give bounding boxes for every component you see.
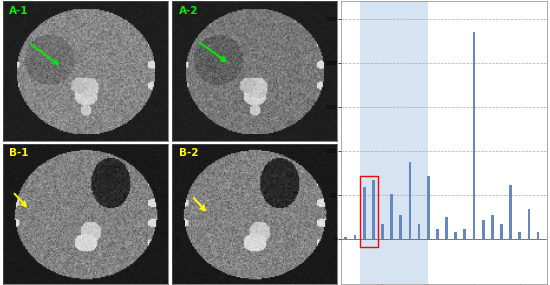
Bar <box>363 187 366 239</box>
Bar <box>344 237 347 239</box>
Bar <box>436 229 439 239</box>
Bar <box>482 220 485 239</box>
Bar <box>372 180 375 239</box>
Bar <box>354 235 356 239</box>
Bar <box>509 185 512 239</box>
Bar <box>360 176 378 247</box>
Bar <box>464 229 466 239</box>
Bar <box>360 0 428 285</box>
Bar <box>445 217 448 239</box>
Bar <box>472 32 475 239</box>
Bar <box>381 224 384 239</box>
Text: B-2: B-2 <box>179 148 198 158</box>
Bar <box>390 194 393 239</box>
Text: A-1: A-1 <box>9 6 29 16</box>
Bar <box>409 162 411 239</box>
Bar <box>491 215 494 239</box>
Bar <box>417 224 420 239</box>
Text: B-1: B-1 <box>9 148 29 158</box>
Bar <box>527 209 530 239</box>
Bar <box>519 233 521 239</box>
Text: A-2: A-2 <box>179 6 198 16</box>
Bar <box>500 224 503 239</box>
Bar <box>537 233 540 239</box>
Bar <box>399 215 402 239</box>
Bar <box>454 233 457 239</box>
Bar <box>427 176 430 239</box>
